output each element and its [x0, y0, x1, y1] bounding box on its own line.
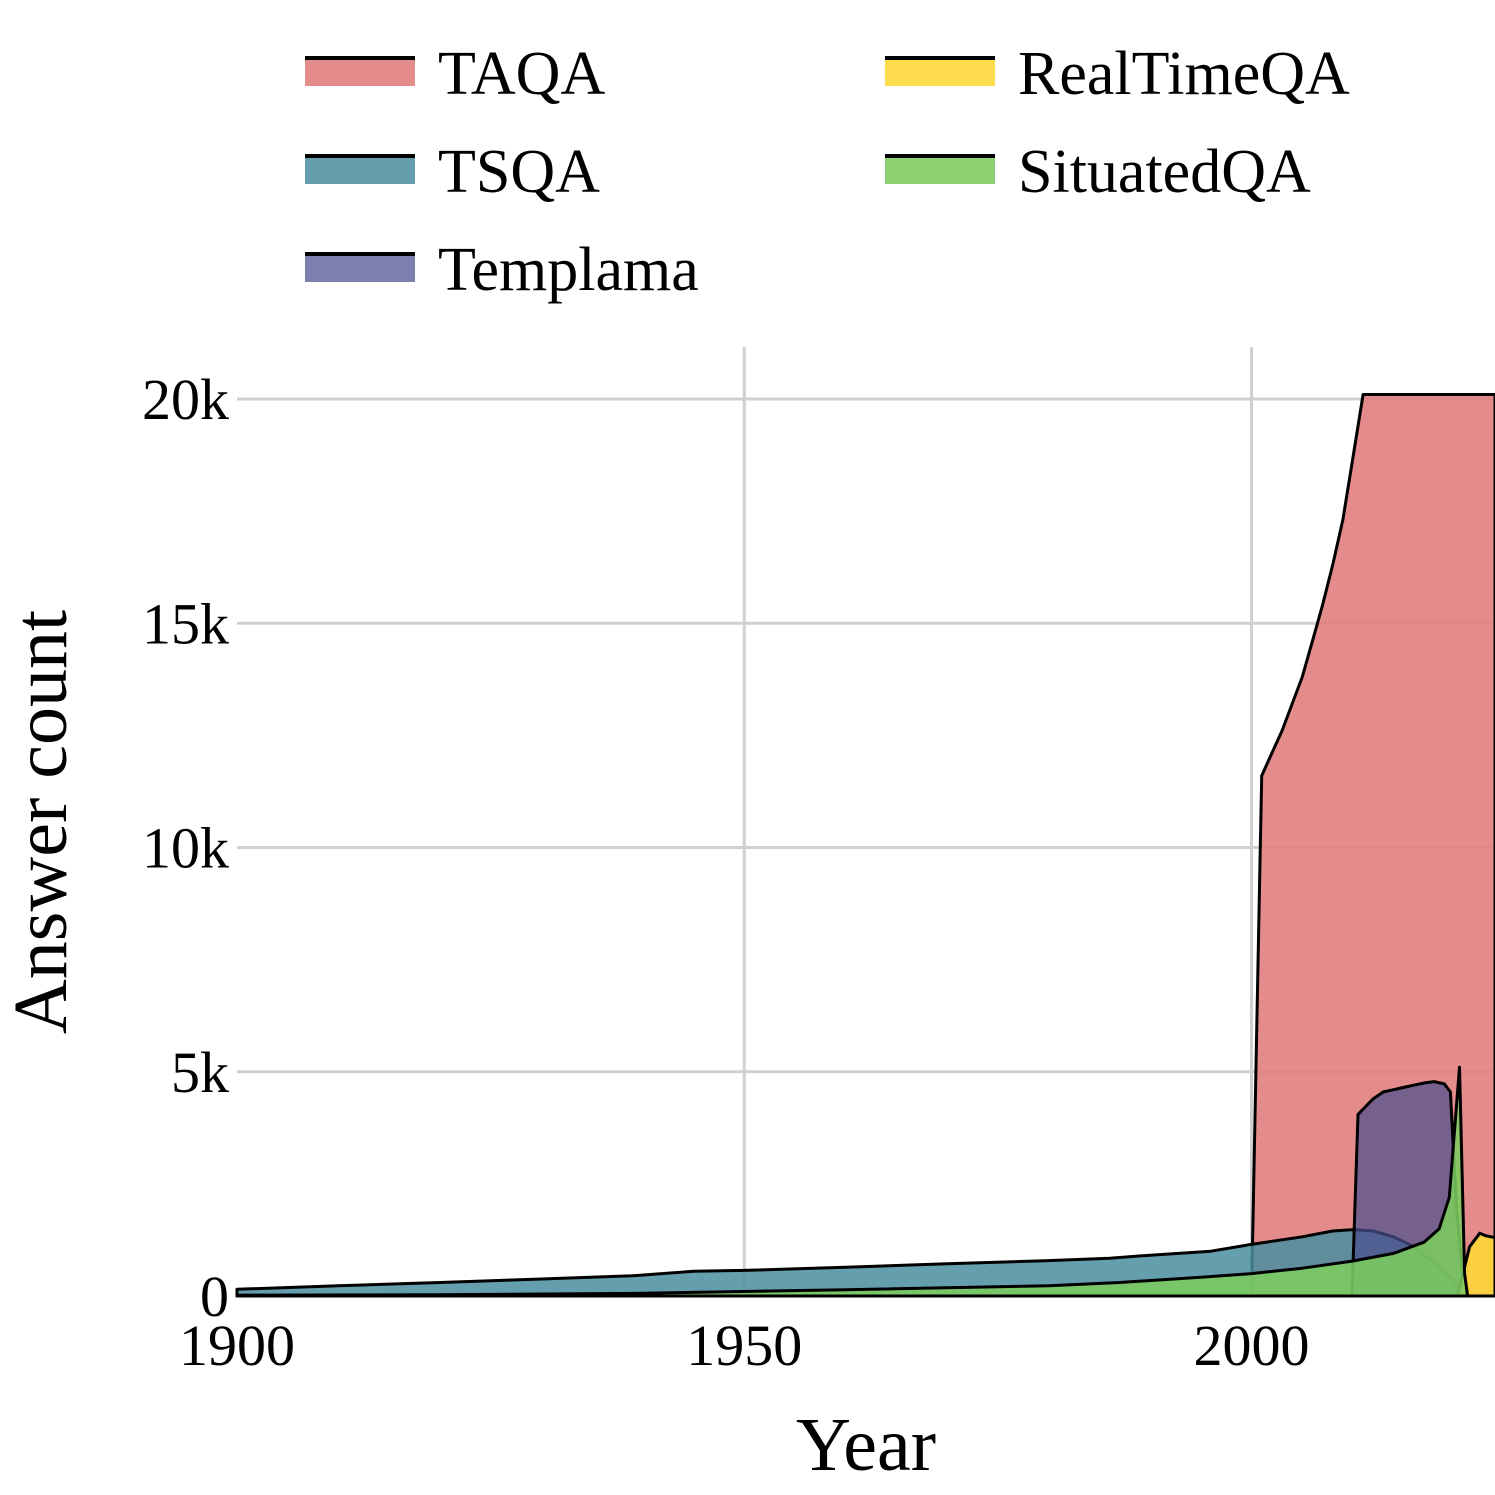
area-situatedqa	[235, 1065, 1470, 1298]
legend-label: SituatedQA	[1018, 138, 1311, 206]
legend-swatch	[885, 156, 995, 184]
area-taqa	[1250, 393, 1495, 1298]
y-tick-label: 10k	[142, 816, 229, 881]
legend-swatch	[305, 58, 415, 86]
legend-label: TSQA	[438, 138, 600, 206]
legend-item-templama: Templama	[305, 236, 699, 304]
legend-item-taqa: TAQA	[305, 40, 605, 108]
legend-swatch	[305, 156, 415, 184]
y-axis-title: Answer count	[0, 610, 83, 1034]
axes: 0 5k 10k 15k 20k 1900 1950 2000	[142, 367, 1310, 1378]
legend-label: TAQA	[438, 40, 605, 108]
x-tick-label: 1900	[179, 1313, 295, 1378]
y-tick-label: 5k	[171, 1040, 229, 1105]
legend-item-realtimeqa: RealTimeQA	[885, 40, 1350, 108]
y-tick-label: 20k	[142, 367, 229, 432]
legend-label: Templama	[438, 236, 699, 304]
legend: TAQA TSQA Templama RealTimeQA SituatedQA	[305, 40, 1350, 304]
series-areas	[235, 393, 1495, 1298]
y-tick-label: 15k	[142, 591, 229, 656]
x-tick-label: 2000	[1194, 1313, 1310, 1378]
y-tick-label: 0	[200, 1264, 229, 1329]
legend-label: RealTimeQA	[1018, 40, 1350, 108]
legend-item-tsqa: TSQA	[305, 138, 600, 206]
x-tick-label: 1950	[686, 1313, 802, 1378]
legend-swatch	[885, 58, 995, 86]
x-axis-title: Year	[796, 1403, 936, 1487]
legend-item-situatedqa: SituatedQA	[885, 138, 1311, 206]
legend-swatch	[305, 254, 415, 282]
